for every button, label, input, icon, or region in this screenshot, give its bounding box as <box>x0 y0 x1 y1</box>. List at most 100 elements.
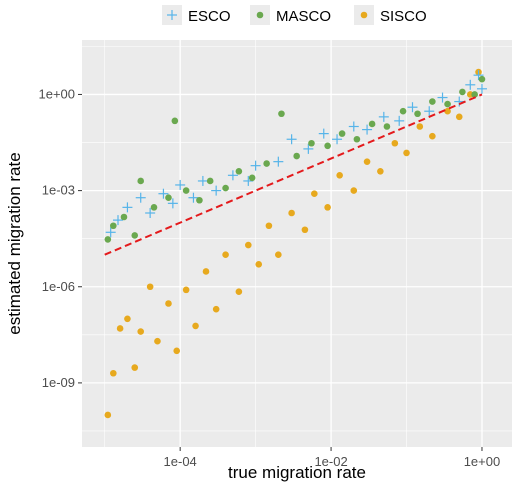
esco-point <box>394 115 405 126</box>
sisco-point <box>235 288 243 296</box>
sisco-point <box>403 149 410 157</box>
esco-point <box>211 185 222 196</box>
masco-point <box>368 120 376 128</box>
sisco-point <box>165 300 172 307</box>
esco-point <box>476 83 487 94</box>
sisco-point <box>275 251 282 259</box>
sisco-point <box>154 337 161 345</box>
masco-point <box>120 213 128 221</box>
esco-point <box>362 124 373 135</box>
esco-point <box>145 208 156 219</box>
masco-point <box>235 168 243 175</box>
esco-point <box>227 170 238 181</box>
legend-label: SISCO <box>380 8 427 25</box>
sisco-point <box>377 168 384 175</box>
esco-point <box>454 96 465 107</box>
y-tick-label: 1e-09 <box>42 375 75 390</box>
masco-point <box>444 100 451 108</box>
sisco-point <box>324 204 331 211</box>
masco-point <box>399 107 407 115</box>
masco-point <box>171 117 179 125</box>
x-tick-label: 1e+00 <box>464 454 501 469</box>
sisco-point <box>444 107 451 115</box>
sisco-point <box>350 187 358 194</box>
series-masco <box>104 75 486 243</box>
esco-point <box>424 106 435 117</box>
legend-key-marker <box>360 11 368 19</box>
masco-point <box>131 232 139 239</box>
legend-key-marker <box>167 10 177 20</box>
esco-point <box>175 179 186 190</box>
masco-point <box>248 174 256 182</box>
x-axis-title: true migration rate <box>228 463 366 482</box>
sisco-point <box>124 315 131 323</box>
masco-point <box>196 196 203 204</box>
esco-point <box>105 227 116 238</box>
x-axis-ticks: 1e-04 1e-02 1e+00 <box>164 447 501 469</box>
masco-point <box>222 184 229 192</box>
masco-point <box>278 110 285 118</box>
sisco-point <box>202 268 210 275</box>
sisco-point <box>110 369 117 377</box>
sisco-point <box>455 113 463 121</box>
sisco-point <box>311 190 318 198</box>
masco-point <box>324 142 331 150</box>
masco-point <box>478 75 486 83</box>
esco-point <box>348 121 359 132</box>
esco-point <box>188 192 199 203</box>
sisco-point <box>245 241 252 249</box>
esco-point <box>135 192 146 203</box>
y-tick-label: 1e-06 <box>42 279 75 294</box>
sisco-point <box>173 347 181 355</box>
sisco-point <box>336 172 343 179</box>
esco-point <box>407 102 418 113</box>
masco-point <box>165 194 172 202</box>
masco-point <box>182 187 190 194</box>
legend-item-masco: MASCO <box>250 5 331 25</box>
masco-point <box>429 98 436 105</box>
legend: ESCO MASCO SISCO <box>162 5 427 25</box>
sisco-point <box>104 411 112 419</box>
masco-point <box>206 177 214 185</box>
y-axis-ticks: 1e-09 1e-06 1e-03 1e+00 <box>38 86 82 390</box>
sisco-point <box>222 251 229 259</box>
esco-point <box>473 70 484 81</box>
series-esco <box>105 70 487 238</box>
legend-label: MASCO <box>276 8 331 25</box>
plot-panel <box>82 40 512 447</box>
esco-point <box>465 79 476 90</box>
grid-lines <box>82 40 512 447</box>
masco-point <box>308 139 315 147</box>
sisco-point <box>265 222 273 230</box>
masco-point <box>263 160 270 167</box>
esco-point <box>167 198 178 209</box>
masco-point <box>293 152 300 160</box>
sisco-point <box>391 139 399 147</box>
legend-item-esco: ESCO <box>162 5 231 25</box>
esco-point <box>112 215 123 226</box>
esco-point <box>286 134 297 145</box>
masco-point <box>459 88 466 96</box>
esco-point <box>378 111 389 122</box>
esco-point <box>197 175 208 186</box>
sisco-point <box>363 158 371 165</box>
masco-point <box>383 123 391 130</box>
esco-point <box>122 202 133 213</box>
masco-point <box>353 135 361 143</box>
esco-point <box>158 188 169 199</box>
reference-line <box>104 93 483 256</box>
esco-point <box>318 128 329 139</box>
esco-point <box>332 134 343 145</box>
sisco-point <box>131 364 139 371</box>
masco-point <box>104 236 112 243</box>
sisco-point <box>301 226 309 234</box>
masco-point <box>471 91 478 98</box>
esco-point <box>250 160 261 171</box>
sisco-point <box>192 322 199 330</box>
sisco-point <box>212 305 220 313</box>
masco-point <box>414 110 421 118</box>
y-tick-label: 1e-03 <box>42 183 75 198</box>
x-tick-label: 1e-02 <box>314 454 347 469</box>
masco-point <box>150 204 158 211</box>
